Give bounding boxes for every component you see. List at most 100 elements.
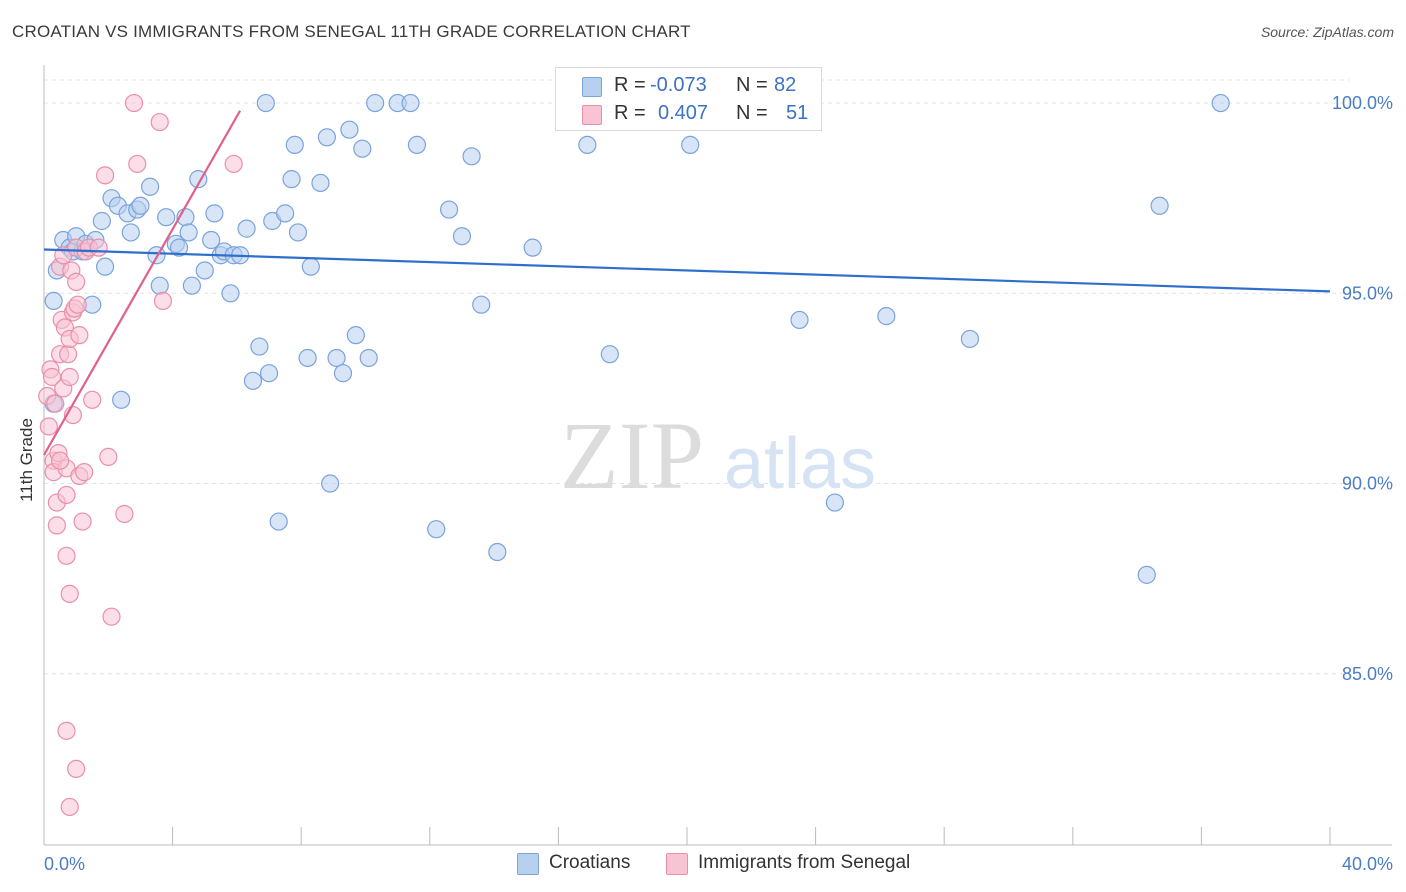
point-croatians xyxy=(298,348,317,368)
y-tick-label: 90.0% xyxy=(1342,474,1393,494)
point-senegal xyxy=(50,451,70,470)
point-croatians xyxy=(243,371,263,390)
point-senegal xyxy=(153,291,173,311)
series-legend: Croatians Immigrants from Senegal xyxy=(0,851,1406,877)
point-senegal xyxy=(47,516,66,535)
point-croatians xyxy=(340,120,359,139)
watermark: ZIP atlas xyxy=(560,402,876,509)
legend-swatch-pink xyxy=(582,105,602,125)
legend-r-label: R = xyxy=(614,74,646,96)
point-senegal xyxy=(39,417,58,436)
axes xyxy=(43,65,1392,846)
legend-n-label: N = xyxy=(736,102,768,124)
stats-legend-row-senegal: R = 0.407 N = 51 xyxy=(556,100,821,128)
y-tick-label: 100.0% xyxy=(1332,93,1393,113)
point-croatians xyxy=(131,196,150,215)
point-senegal xyxy=(102,607,121,626)
point-croatians xyxy=(488,542,507,562)
point-croatians xyxy=(472,295,491,314)
point-croatians xyxy=(321,474,340,493)
point-senegal xyxy=(73,512,92,531)
point-croatians xyxy=(288,223,308,242)
point-croatians xyxy=(301,257,320,276)
trend-line-senegal xyxy=(43,110,242,456)
point-croatians xyxy=(250,337,269,356)
point-senegal xyxy=(60,797,79,817)
point-croatians xyxy=(205,204,224,223)
x-tick-label: 0.0% xyxy=(44,854,85,874)
point-croatians xyxy=(282,170,301,189)
point-croatians xyxy=(112,390,131,409)
point-senegal xyxy=(59,345,78,364)
point-senegal xyxy=(89,238,108,257)
point-croatians xyxy=(359,348,378,368)
legend-n-value: 51 xyxy=(786,102,809,124)
point-croatians xyxy=(439,200,459,219)
point-senegal xyxy=(60,584,79,603)
point-croatians xyxy=(523,238,542,257)
point-croatians xyxy=(960,329,980,349)
point-croatians xyxy=(317,128,337,147)
point-senegal xyxy=(67,272,86,291)
legend-n-value: 82 xyxy=(774,74,797,96)
point-croatians xyxy=(169,238,189,257)
point-croatians xyxy=(681,135,700,155)
point-croatians xyxy=(92,211,111,231)
point-croatians xyxy=(427,520,446,539)
point-croatians xyxy=(285,135,304,155)
legend-r-label: R = xyxy=(614,102,646,124)
point-senegal xyxy=(124,93,144,113)
point-senegal xyxy=(42,367,62,387)
trend-lines xyxy=(43,110,1331,456)
point-senegal xyxy=(75,463,94,482)
point-croatians xyxy=(578,135,597,155)
point-croatians xyxy=(202,230,221,250)
point-croatians xyxy=(353,139,372,158)
point-croatians xyxy=(452,227,472,246)
point-croatians xyxy=(1137,565,1156,584)
point-senegal xyxy=(95,166,115,185)
trend-line-croatians xyxy=(43,248,1331,293)
y-tick-label: 95.0% xyxy=(1342,283,1393,303)
legend-r-value: -0.073 xyxy=(650,74,707,96)
point-senegal xyxy=(99,447,118,467)
stats-legend-row-croatians: R = -0.073 N = 82 xyxy=(556,72,821,100)
point-senegal xyxy=(83,390,102,409)
y-tick-label: 85.0% xyxy=(1342,664,1393,684)
points-croatians xyxy=(44,93,1230,584)
point-croatians xyxy=(790,310,809,330)
point-croatians xyxy=(195,261,214,280)
point-croatians xyxy=(221,284,240,303)
point-croatians xyxy=(600,345,619,364)
point-croatians xyxy=(1150,196,1169,215)
point-senegal xyxy=(68,295,87,314)
point-senegal xyxy=(60,367,79,387)
points-senegal xyxy=(38,93,243,817)
stats-legend: R = -0.073 N = 82 R = 0.407 N = 51 xyxy=(555,67,822,131)
point-croatians xyxy=(259,364,279,383)
point-croatians xyxy=(95,257,115,276)
point-senegal xyxy=(57,721,76,740)
point-croatians xyxy=(237,219,256,238)
watermark-atlas: atlas xyxy=(724,424,876,504)
point-croatians xyxy=(333,364,353,383)
point-senegal xyxy=(67,759,86,779)
point-croatians xyxy=(877,307,896,326)
point-senegal xyxy=(115,504,134,524)
point-senegal xyxy=(57,546,76,565)
point-croatians xyxy=(140,177,160,196)
point-croatians xyxy=(121,223,140,242)
chart-title: CROATIAN VS IMMIGRANTS FROM SENEGAL 11TH… xyxy=(12,22,691,41)
point-croatians xyxy=(346,326,365,345)
legend-swatch-blue xyxy=(582,77,602,97)
point-croatians xyxy=(407,135,427,155)
point-croatians xyxy=(157,208,176,227)
point-senegal xyxy=(128,154,147,174)
series-legend-label: Croatians xyxy=(549,852,631,873)
point-senegal xyxy=(224,154,243,174)
series-legend-label: Immigrants from Senegal xyxy=(698,852,911,873)
point-senegal xyxy=(150,112,169,132)
watermark-zip: ZIP xyxy=(560,402,704,509)
point-croatians xyxy=(1211,93,1230,113)
